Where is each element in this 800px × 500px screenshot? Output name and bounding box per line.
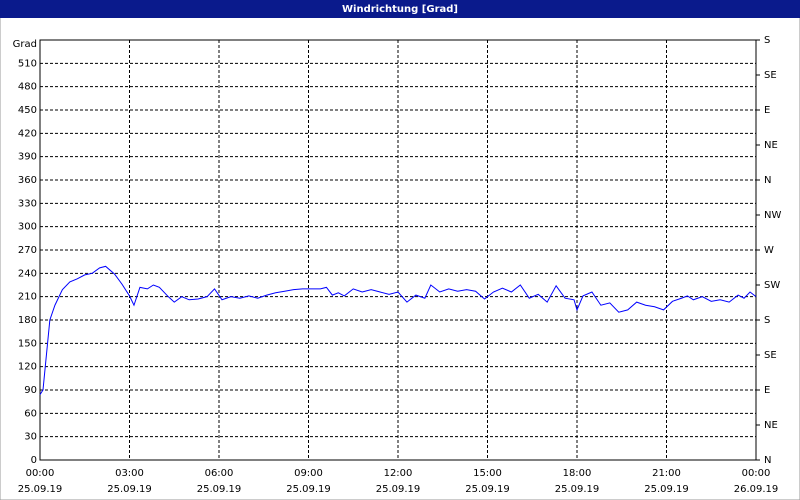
y-tick-label: 510 [18,58,37,69]
y-tick-label: 450 [18,105,37,116]
y-tick-label: 390 [18,152,37,163]
y2-tick-label: S [764,315,770,326]
y-tick-label: 60 [24,408,37,419]
x-tick-date: 25.09.19 [644,484,689,495]
y-tick-label: 480 [18,82,37,93]
x-tick-label: 00:00 [26,468,55,479]
y-tick-label: 120 [18,362,37,373]
y-tick-label: 300 [18,222,37,233]
y-tick-label: 210 [18,292,37,303]
y2-tick-label: E [764,105,770,116]
x-tick-date: 25.09.19 [465,484,510,495]
y2-tick-label: S [764,35,770,46]
y-tick-label: 30 [24,432,37,443]
y-tick-label: 420 [18,128,37,139]
y-tick-label: 150 [18,338,37,349]
x-tick-label: 15:00 [473,468,502,479]
y2-tick-label: NW [764,210,781,221]
data-line [39,265,757,395]
x-tick-label: 12:00 [384,468,413,479]
x-tick-date: 25.09.19 [197,484,242,495]
y-tick-label: 90 [24,385,37,396]
y2-tick-label: W [764,245,774,256]
x-tick-label: 03:00 [115,468,144,479]
y-tick-label: 330 [18,198,37,209]
y2-tick-label: SW [764,280,780,291]
title-bar [0,0,800,18]
x-tick-date: 25.09.19 [555,484,600,495]
x-tick-label: 09:00 [294,468,323,479]
x-tick-date: 26.09.19 [734,484,779,495]
x-tick-label: 06:00 [205,468,234,479]
x-tick-date: 25.09.19 [286,484,331,495]
y2-tick-label: E [764,385,770,396]
y2-tick-label: SE [764,350,777,361]
x-tick-label: 18:00 [563,468,592,479]
y2-tick-label: SE [764,70,777,81]
y2-tick-label: N [764,455,771,466]
y2-tick-label: NE [764,420,778,431]
chart-title: Windrichtung [Grad] [342,4,458,15]
y-tick-label: 360 [18,175,37,186]
x-tick-date: 25.09.19 [18,484,63,495]
y2-tick-label: N [764,175,771,186]
y-tick-label: 240 [18,268,37,279]
x-tick-label: 00:00 [742,468,771,479]
y-tick-label: 0 [31,455,37,466]
x-tick-date: 25.09.19 [107,484,152,495]
y-tick-label: 270 [18,245,37,256]
y2-tick-label: NE [764,140,778,151]
x-tick-date: 25.09.19 [376,484,421,495]
y-axis-label: Grad [13,39,37,50]
x-tick-label: 21:00 [652,468,681,479]
plot-frame [39,39,757,461]
y-tick-label: 180 [18,315,37,326]
